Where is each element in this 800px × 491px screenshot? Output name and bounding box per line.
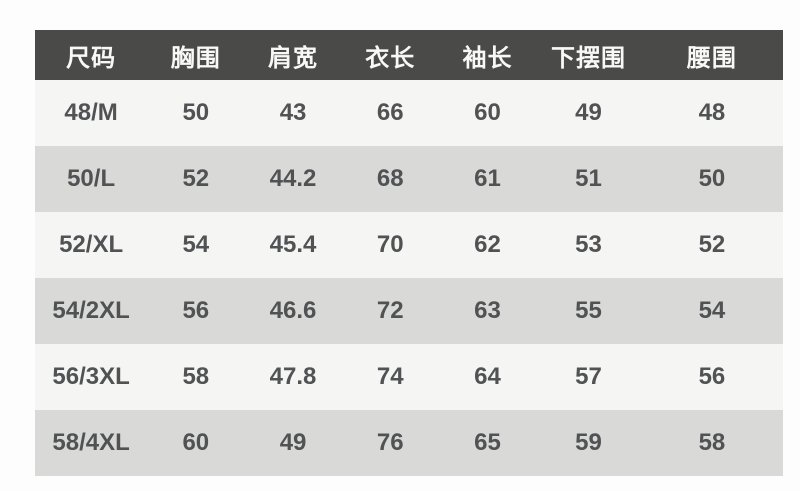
table-cell: 72 [376, 297, 404, 324]
table-row-50l: 50/L 52 44.2 68 61 51 50 [35, 146, 783, 212]
header-cell-chest: 胸围 [147, 30, 245, 80]
table-cell: 46.6 [269, 297, 317, 324]
table-cell: 66 [376, 99, 404, 126]
table-cell: 63 [474, 297, 501, 324]
table-cell: 54 [698, 297, 726, 324]
table-cell: 64 [474, 363, 501, 390]
header-cell-size: 尺码 [35, 30, 148, 80]
size-label: 48/M [64, 99, 118, 126]
table-cell: 49 [279, 429, 307, 456]
size-label: 56/3XL [52, 363, 130, 390]
table-row-54-2xl: 54/2XL 56 46.6 72 63 55 54 [35, 278, 783, 344]
table-cell: 49 [575, 99, 602, 126]
table-cell: 60 [182, 429, 210, 456]
size-label: 50/L [67, 165, 116, 192]
table-cell: 47.8 [269, 363, 317, 390]
table-cell: 56 [182, 297, 210, 324]
table-row-52xl: 52/XL 54 45.4 70 62 53 52 [35, 212, 783, 278]
table-cell: 50 [182, 99, 210, 126]
size-label: 54/2XL [52, 297, 130, 324]
size-label: 58/4XL [52, 429, 130, 456]
table-cell: 53 [575, 231, 602, 258]
header-cell-shoulder: 肩宽 [244, 30, 342, 80]
size-label: 52/XL [59, 231, 124, 258]
header-cell-length: 衣长 [341, 30, 439, 80]
size-chart-table: 尺码 胸围 肩宽 衣长 袖长 下摆围 腰围 48/M 50 43 66 60 4… [35, 30, 783, 476]
header-cell-sleeve: 袖长 [438, 30, 537, 80]
table-cell: 44.2 [269, 165, 317, 192]
table-cell: 51 [575, 165, 602, 192]
table-cell: 48 [698, 99, 726, 126]
table-cell: 60 [474, 99, 501, 126]
table-cell: 45.4 [269, 231, 317, 258]
table-cell: 58 [698, 429, 726, 456]
table-cell: 43 [279, 99, 307, 126]
table-cell: 57 [575, 363, 602, 390]
size-chart-header-row: 尺码 胸围 肩宽 衣长 袖长 下摆围 腰围 [35, 30, 783, 80]
table-row-58-4xl: 58/4XL 60 49 76 65 59 58 [35, 410, 783, 476]
table-row-56-3xl: 56/3XL 58 47.8 74 64 57 56 [35, 344, 783, 410]
table-cell: 55 [575, 297, 602, 324]
table-cell: 58 [182, 363, 210, 390]
table-cell: 56 [698, 363, 726, 390]
table-cell: 65 [474, 429, 501, 456]
table-cell: 61 [474, 165, 501, 192]
size-chart: 尺码 胸围 肩宽 衣长 袖长 下摆围 腰围 48/M 50 43 66 60 4… [35, 30, 783, 476]
table-cell: 68 [376, 165, 404, 192]
table-cell: 62 [474, 231, 501, 258]
table-cell: 76 [376, 429, 404, 456]
table-cell: 70 [376, 231, 404, 258]
table-cell: 50 [698, 165, 726, 192]
table-row-48m: 48/M 50 43 66 60 49 48 [35, 80, 783, 146]
table-cell: 52 [182, 165, 210, 192]
header-cell-hem: 下摆围 [536, 30, 641, 80]
table-cell: 74 [376, 363, 404, 390]
header-cell-waist: 腰围 [640, 30, 783, 80]
table-cell: 59 [575, 429, 602, 456]
table-cell: 52 [698, 231, 726, 258]
table-cell: 54 [182, 231, 210, 258]
